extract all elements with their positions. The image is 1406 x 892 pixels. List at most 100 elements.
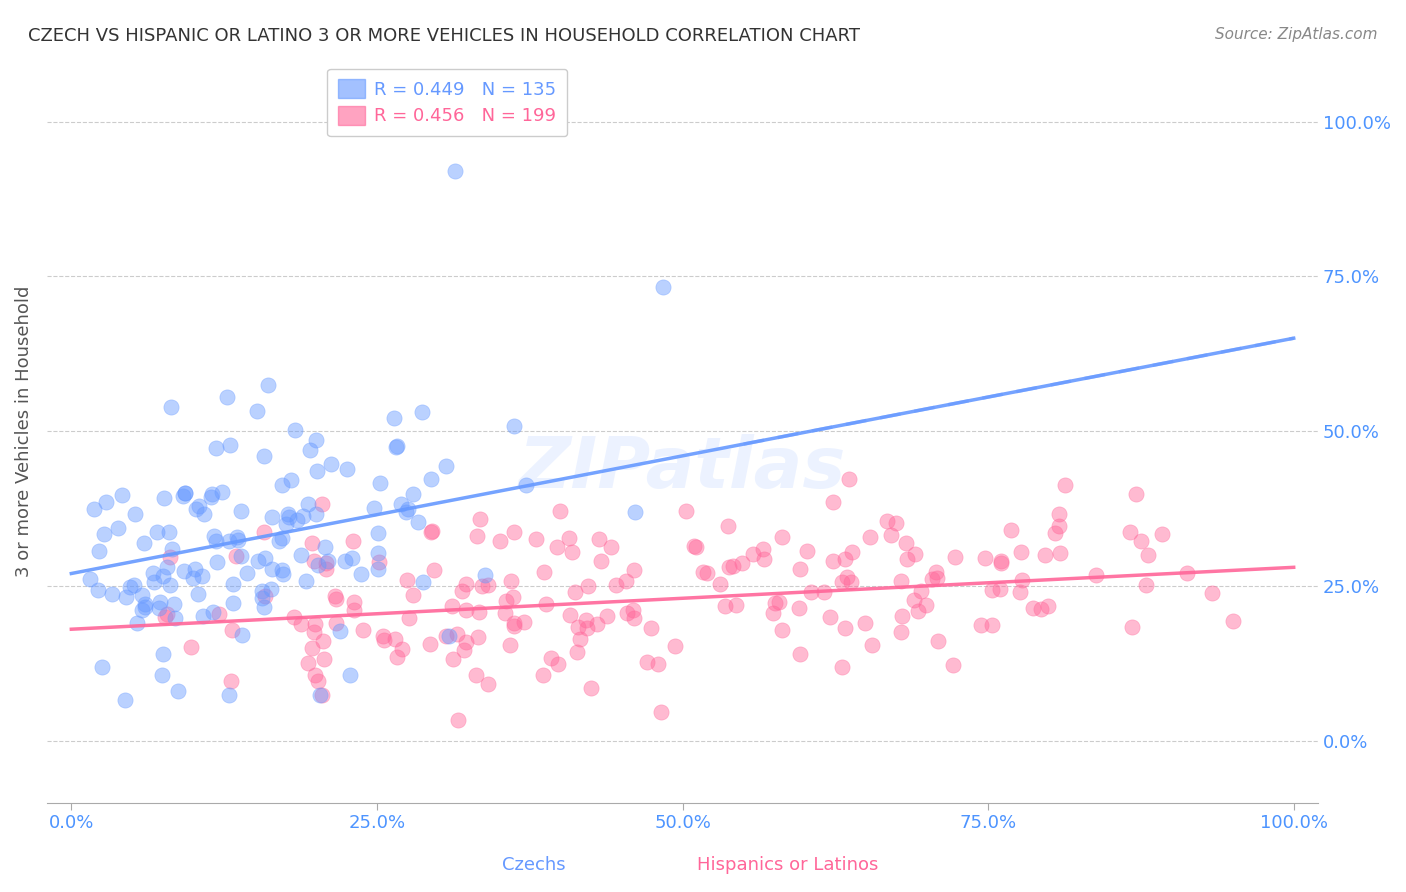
Hispanics or Latinos	[352, 624, 374, 638]
Hispanics or Latinos	[599, 540, 621, 554]
Hispanics or Latinos	[682, 539, 704, 553]
Hispanics or Latinos	[621, 603, 644, 617]
Czechs	[299, 443, 322, 458]
Hispanics or Latinos	[385, 650, 408, 665]
Hispanics or Latinos	[565, 645, 588, 659]
Hispanics or Latinos	[434, 628, 457, 642]
Hispanics or Latinos	[453, 642, 475, 657]
Hispanics or Latinos	[159, 549, 181, 564]
Czechs	[444, 164, 467, 178]
Hispanics or Latinos	[1000, 523, 1022, 537]
Czechs	[270, 531, 292, 545]
Hispanics or Latinos	[302, 554, 325, 568]
Czechs	[287, 513, 309, 527]
Czechs	[336, 462, 359, 476]
Hispanics or Latinos	[1038, 599, 1060, 613]
Hispanics or Latinos	[770, 530, 793, 544]
Czechs	[143, 575, 166, 590]
Hispanics or Latinos	[454, 577, 477, 591]
Hispanics or Latinos	[696, 566, 718, 580]
Hispanics or Latinos	[841, 545, 863, 559]
Hispanics or Latinos	[325, 591, 347, 606]
Czechs	[502, 418, 524, 433]
Hispanics or Latinos	[180, 640, 202, 654]
Hispanics or Latinos	[548, 504, 571, 518]
Hispanics or Latinos	[907, 605, 929, 619]
Text: Hispanics or Latinos: Hispanics or Latinos	[696, 856, 879, 874]
Czechs	[148, 601, 170, 615]
Czechs	[191, 608, 214, 623]
Hispanics or Latinos	[546, 540, 568, 554]
Czechs	[278, 509, 301, 524]
Hispanics or Latinos	[1222, 614, 1244, 628]
Czechs	[385, 440, 408, 454]
Hispanics or Latinos	[586, 616, 609, 631]
Hispanics or Latinos	[974, 551, 997, 566]
Czechs	[222, 577, 245, 591]
Hispanics or Latinos	[650, 705, 672, 719]
Czechs	[107, 521, 129, 535]
Czechs	[382, 410, 405, 425]
Hispanics or Latinos	[821, 554, 844, 568]
Hispanics or Latinos	[835, 569, 858, 583]
Hispanics or Latinos	[685, 540, 707, 554]
Hispanics or Latinos	[1047, 507, 1070, 521]
Czechs	[114, 693, 136, 707]
Czechs	[262, 561, 284, 575]
Hispanics or Latinos	[533, 566, 555, 580]
Legend: R = 0.449   N = 135, R = 0.456   N = 199: R = 0.449 N = 135, R = 0.456 N = 199	[328, 69, 567, 136]
Czechs	[307, 558, 329, 572]
Hispanics or Latinos	[302, 624, 325, 639]
Hispanics or Latinos	[560, 545, 582, 559]
Hispanics or Latinos	[454, 603, 477, 617]
Hispanics or Latinos	[818, 610, 841, 624]
Hispanics or Latinos	[717, 560, 740, 574]
Czechs	[474, 568, 496, 582]
Hispanics or Latinos	[709, 577, 731, 591]
Czechs	[134, 597, 156, 611]
Hispanics or Latinos	[495, 594, 517, 608]
Czechs	[191, 568, 214, 582]
Hispanics or Latinos	[471, 579, 494, 593]
Hispanics or Latinos	[225, 549, 247, 564]
Czechs	[218, 688, 240, 702]
Hispanics or Latinos	[1136, 549, 1159, 563]
Czechs	[166, 684, 188, 698]
Hispanics or Latinos	[721, 558, 744, 573]
Czechs	[186, 502, 208, 516]
Czechs	[149, 595, 172, 609]
Hispanics or Latinos	[876, 514, 898, 528]
Czechs	[183, 571, 205, 585]
Czechs	[79, 572, 101, 586]
Hispanics or Latinos	[970, 617, 993, 632]
Czechs	[173, 564, 195, 578]
Hispanics or Latinos	[513, 615, 536, 630]
Hispanics or Latinos	[498, 639, 520, 653]
Czechs	[91, 660, 114, 674]
Czechs	[329, 624, 352, 639]
Hispanics or Latinos	[761, 607, 783, 621]
Czechs	[183, 562, 205, 576]
Czechs	[316, 554, 339, 568]
Hispanics or Latinos	[465, 529, 488, 543]
Hispanics or Latinos	[441, 652, 464, 666]
Hispanics or Latinos	[456, 635, 478, 649]
Hispanics or Latinos	[536, 597, 558, 611]
Hispanics or Latinos	[831, 659, 853, 673]
Czechs	[333, 554, 356, 568]
Czechs	[271, 567, 294, 582]
Czechs	[295, 574, 318, 588]
Hispanics or Latinos	[575, 614, 598, 628]
Hispanics or Latinos	[447, 714, 470, 728]
Czechs	[367, 526, 389, 541]
Czechs	[253, 551, 276, 566]
Hispanics or Latinos	[468, 512, 491, 526]
Czechs	[259, 582, 281, 597]
Hispanics or Latinos	[307, 674, 329, 689]
Czechs	[368, 475, 391, 490]
Hispanics or Latinos	[477, 677, 499, 691]
Czechs	[225, 530, 247, 544]
Hispanics or Latinos	[800, 585, 823, 599]
Hispanics or Latinos	[419, 637, 441, 651]
Czechs	[150, 667, 173, 681]
